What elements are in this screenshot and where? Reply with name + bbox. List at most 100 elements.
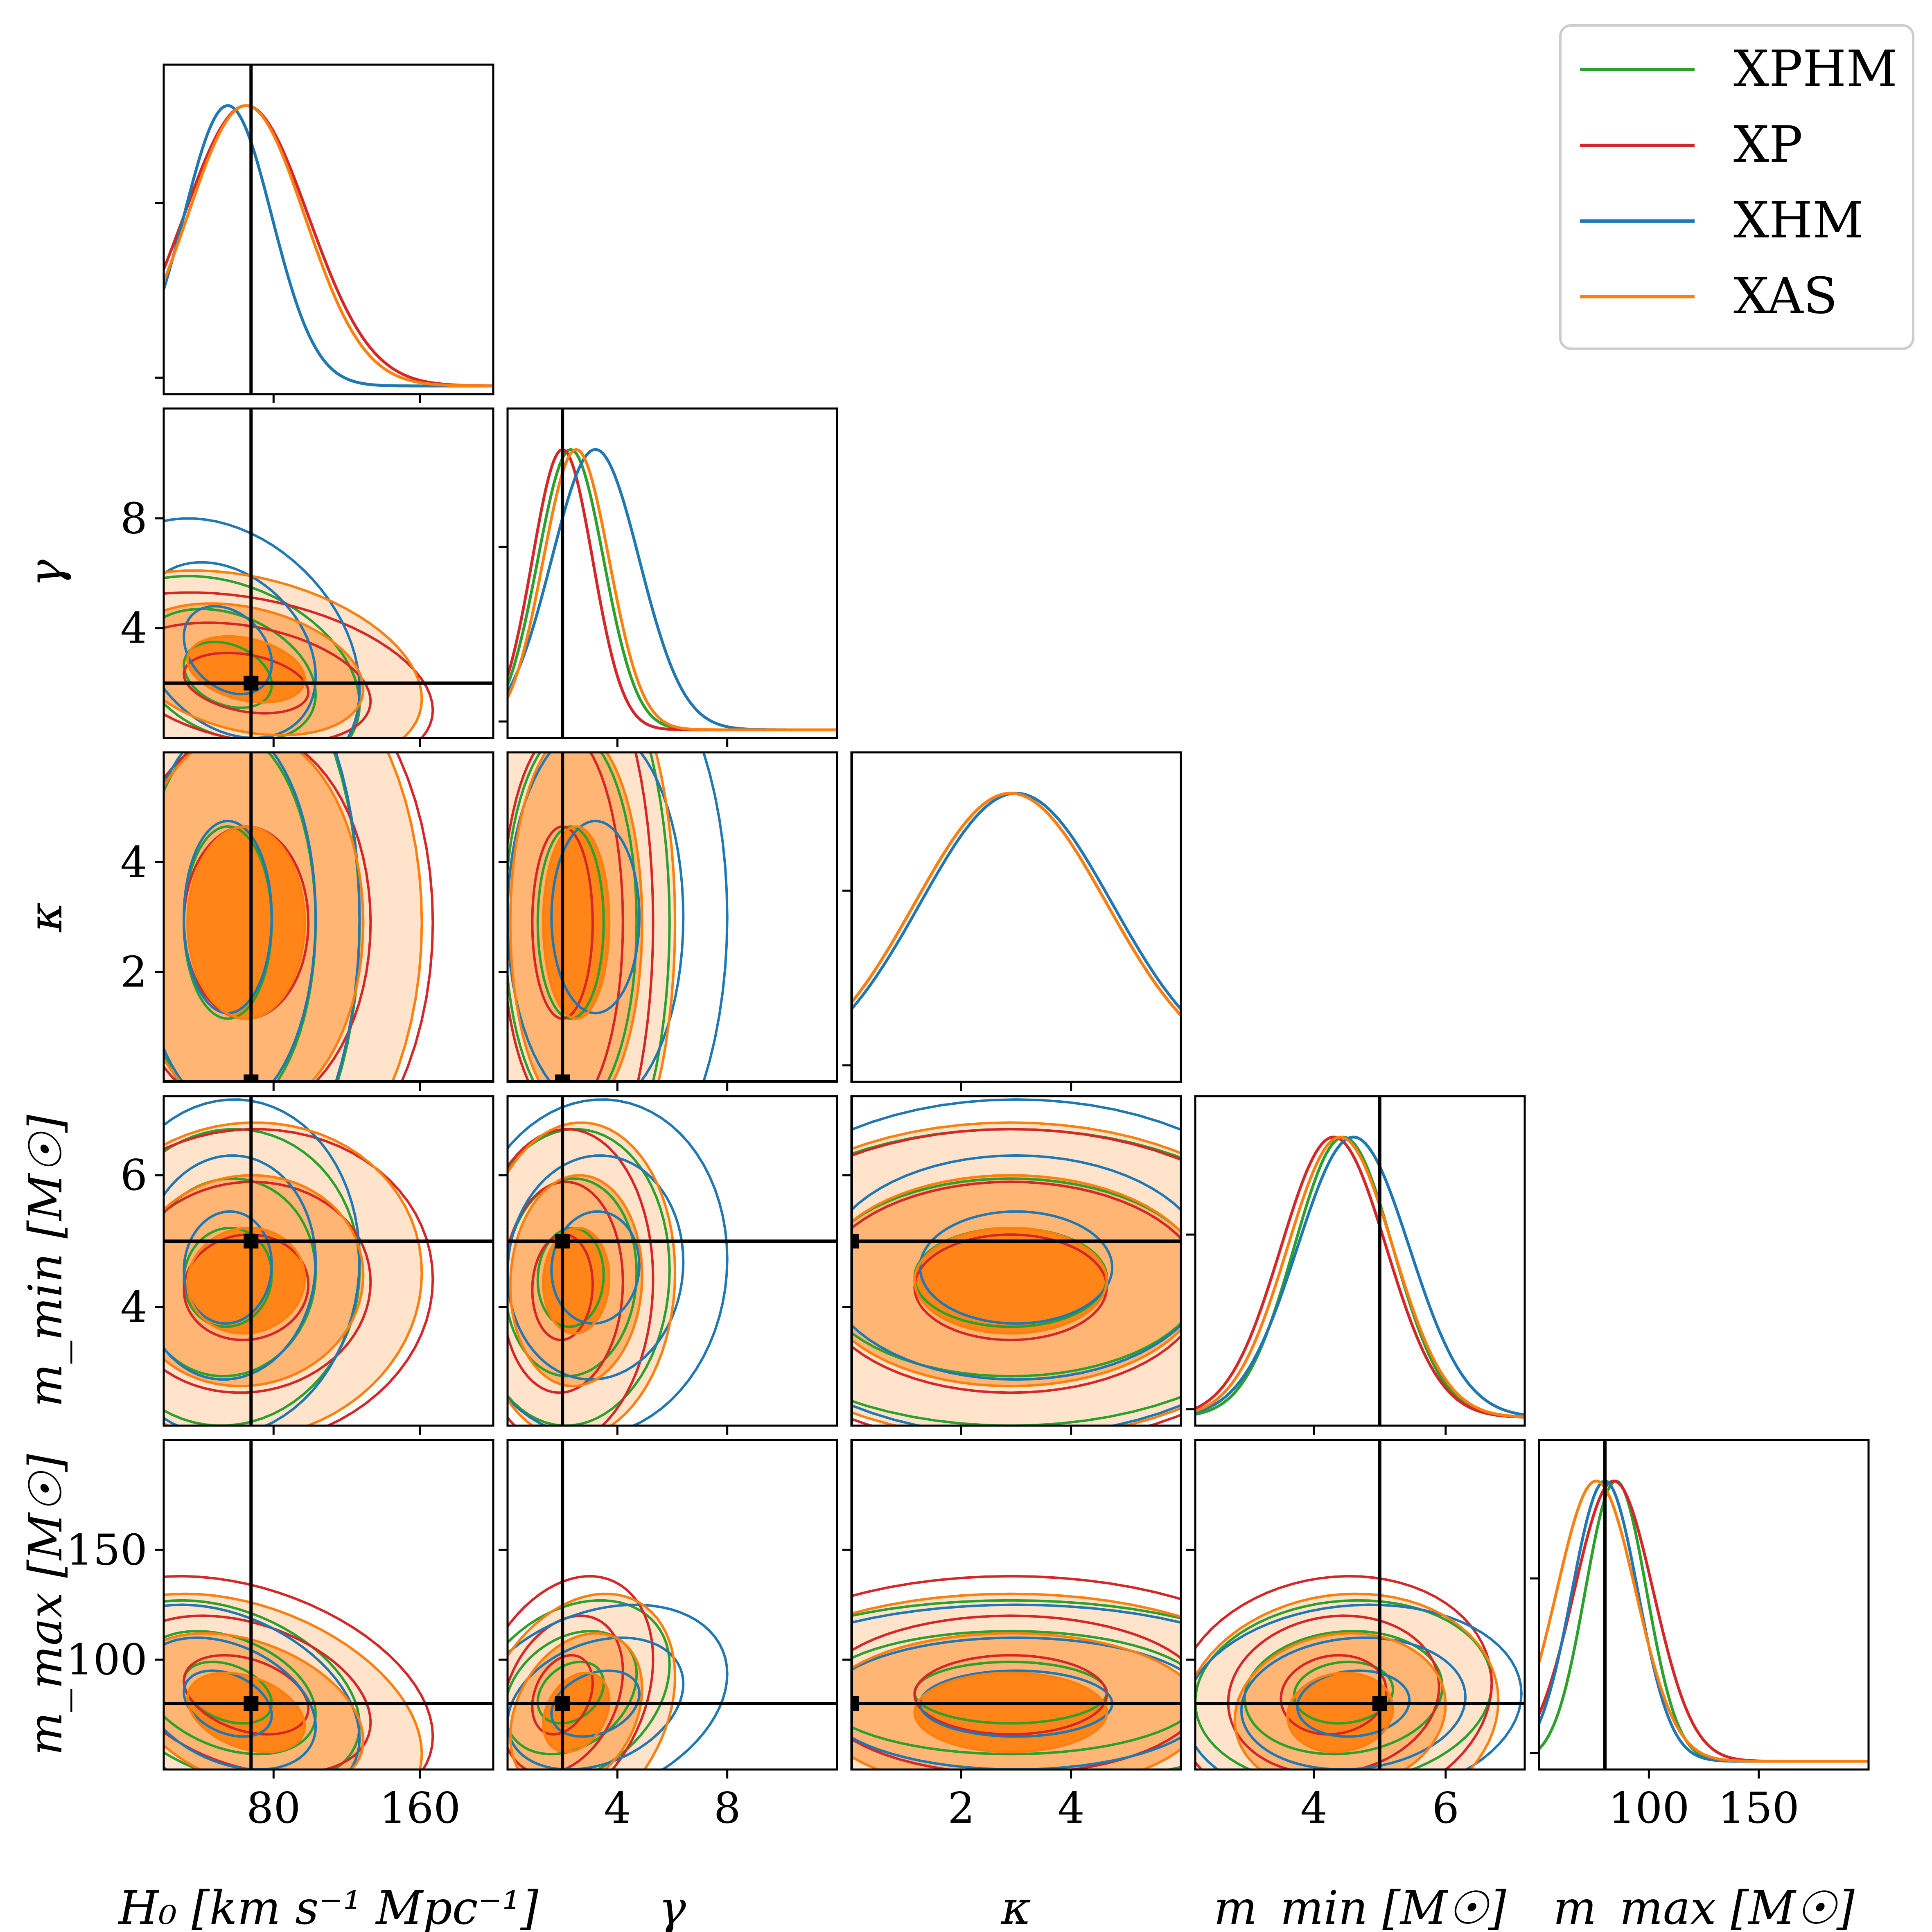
panel-lines-mmax-gamma [508,1440,837,1769]
contour-xp [164,752,372,1082]
contour-xas [509,1632,643,1769]
legend-label-xas: XAS [1733,267,1837,325]
contour-fill [187,826,305,1019]
contour-xas [186,825,306,1020]
y-axis-label-gamma: γ [19,559,72,587]
truth-marker [555,1234,570,1249]
x-axis-label-mmin: m_min [M☉] [1214,1882,1506,1932]
truth-marker [244,1234,259,1249]
panel-lines-mmax-mmin [1195,1440,1525,1769]
marginal-curve-xphm [1539,1479,1869,1763]
contour-xhm [851,1098,1181,1426]
y-tick-label-gamma: 8 [120,493,147,543]
contour-xas [164,1632,365,1769]
panel-lines-mmin-kappa [851,1096,1181,1426]
x-tick-label-kappa: 4 [1058,1783,1085,1833]
contour-xp [531,1654,594,1736]
x-tick-label-kappa: 2 [948,1783,975,1833]
contour-xas [164,752,365,1082]
contour-xp [508,752,624,1082]
marginal-curve-xhm [851,792,1181,1010]
contour-xas [1195,1592,1500,1769]
contour-xp [164,1180,372,1394]
legend: XPHM XP XHM XAS [1559,24,1914,350]
contour-xp [1195,1575,1493,1769]
contour-xp [164,1128,434,1426]
marginal-curve-xas [851,792,1181,1016]
contour-xhm [851,1154,1181,1381]
contour-xas [851,1592,1181,1618]
contour-xphm [851,1128,1181,1426]
contour-xas [851,1121,1181,1426]
y-axis-label-mmin: m_min [M☉] [19,1115,72,1407]
x-tick-label-mmax: 150 [1718,1783,1799,1833]
panel-frame-kappa-gamma [506,751,838,1083]
truth-marker [244,675,259,691]
contour-xhm [919,1210,1114,1325]
contour-xas [542,1672,611,1753]
contour-xphm [508,752,638,1082]
contour-xp [508,1614,624,1769]
contour-xhm [550,1669,641,1738]
contour-xp [851,1180,1181,1394]
y-tick-label-mmin: 4 [120,1282,147,1332]
contour-xas [1286,1671,1395,1754]
contour-xp [164,591,434,738]
marginal-gamma [508,409,837,738]
x-tick-label-mmin: 6 [1432,1783,1459,1833]
truth-marker [244,1696,259,1711]
panel-lines-gamma-H0 [164,409,493,738]
contour-xhm [164,1098,361,1426]
contour-xphm [164,1599,361,1769]
axis-text-layer: 4 8 2 4 4 6 80 160 100 150 4 8 2 4 4 6 100 150 H₀ [km s⁻¹ … [19,493,1855,1932]
contour-xp [851,1128,1181,1426]
contour-xp [508,1128,655,1426]
contour-xhm [550,819,641,1015]
contour-xas [164,1121,423,1426]
panel-lines-mmin-gamma [508,1096,837,1426]
panel-fill-mmin-kappa [851,1122,1181,1426]
y-tick-label-kappa: 4 [120,837,147,887]
contour-xp [1280,1654,1388,1736]
contour-xp [508,1180,624,1394]
contour-xas [1233,1632,1447,1769]
contour-xas [851,1174,1181,1388]
marginal-curve-xas [164,104,493,388]
panel-frame-mmin-gamma [506,1095,838,1427]
marginal-H0 [164,65,493,394]
contour-xp [913,1654,1108,1736]
marginal-curve-xhm [1539,1479,1869,1763]
marginal-curve-xphm [851,792,1181,1016]
contour-xphm [1243,1630,1444,1756]
truth-marker [555,1696,570,1711]
contour-xphm [851,1630,1181,1756]
panel-frame-gamma-H0 [163,407,494,739]
marginal-curve-xhm [1195,1135,1525,1417]
legend-box [1559,24,1914,350]
contour-xhm [164,517,361,738]
contour-xhm [164,1603,361,1769]
panel-frame-kappa-H0 [163,751,494,1083]
contour-xas [913,1226,1108,1335]
marginal-curve-xp [851,792,1181,1016]
contour-xas [508,1121,677,1426]
x-tick-label-H0: 160 [379,1783,461,1833]
truth-marker [1372,1696,1387,1711]
legend-label-xhm: XHM [1733,191,1864,249]
contour-xphm [164,1128,361,1426]
panel-frame-mmin-H0 [163,1095,494,1427]
contour-xp [164,1614,372,1769]
contour-xp [183,1654,310,1736]
truth-marker [555,1074,570,1082]
legend-label-xp: XP [1733,115,1803,174]
contour-xas [509,752,643,1082]
marginal-mmin [1195,1096,1525,1426]
y-tick-label-mmax: 150 [66,1525,147,1575]
contour-xas [186,1227,306,1335]
contour-xphm [164,752,317,1082]
marginal-curve-xp [1195,1135,1525,1419]
contour-xas [186,635,306,704]
contour-xphm [508,1599,671,1769]
contour-xas [851,1632,1181,1769]
x-axis-label-kappa: κ [1001,1882,1031,1932]
